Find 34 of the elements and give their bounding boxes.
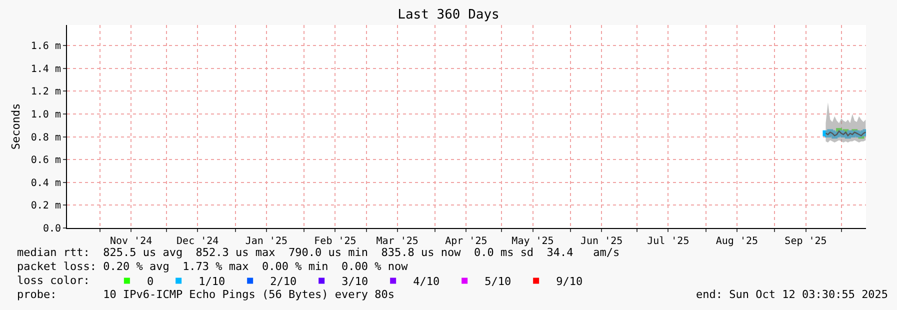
text: median rtt: 825.5 us avg 852.3 us max 790.0 us min 835.8 us now 0.0 ms sd 34.4 am/s	[17, 246, 620, 259]
y-tick-label: 1.2 m	[30, 86, 61, 98]
chart-title: Last 360 Days	[398, 8, 500, 22]
legend-label: 0	[146, 275, 154, 288]
y-tick-label: 0.2 m	[30, 200, 61, 212]
text: probe: 10 IPv6-ICMP Echo Pings (56 Bytes) every 80s	[17, 288, 394, 301]
y-tick-label: 1.6 m	[30, 41, 61, 52]
x-tick-label: Mar '25	[376, 236, 418, 247]
x-tick-label: Jul '25	[647, 236, 690, 247]
legend-label: 2/10	[270, 275, 297, 288]
text: packet loss: 0.20 % avg 1.73 % max 0.00 % min 0.00 % now	[17, 260, 408, 273]
y-tick-label: 0.8 m	[30, 132, 61, 144]
y-tick-label: 0.0	[42, 224, 61, 234]
y-tick-label: 0.4 m	[30, 178, 61, 189]
legend-label: 3/10	[342, 275, 368, 288]
x-tick-label: Dec '24	[176, 236, 219, 247]
x-tick-label: Jun '25	[580, 236, 623, 247]
legend-label: 4/10	[413, 275, 440, 288]
text: end: Sun Oct 12 03:30:55 2025	[696, 288, 888, 301]
y-axis-title: Seconds	[10, 103, 23, 150]
y-tick-label: 1.4 m	[30, 64, 61, 75]
legend-label: 1/10	[198, 275, 226, 288]
x-tick-label: Aug '25	[716, 236, 758, 247]
legend-label: 5/10	[484, 275, 512, 288]
legend-label: 9/10	[556, 275, 583, 288]
x-tick-label: Nov '24	[110, 236, 152, 247]
y-tick-label: 0.6 m	[30, 155, 61, 166]
x-tick-label: Feb '25	[314, 236, 356, 247]
x-tick-label: Jan '25	[245, 236, 288, 247]
legend-title: loss color:	[17, 274, 90, 287]
x-tick-label: May '25	[512, 236, 554, 247]
x-tick-label: Sep '25	[784, 236, 827, 247]
x-tick-label: Apr '25	[445, 236, 488, 247]
y-tick-label: 1.0 m	[30, 109, 61, 120]
